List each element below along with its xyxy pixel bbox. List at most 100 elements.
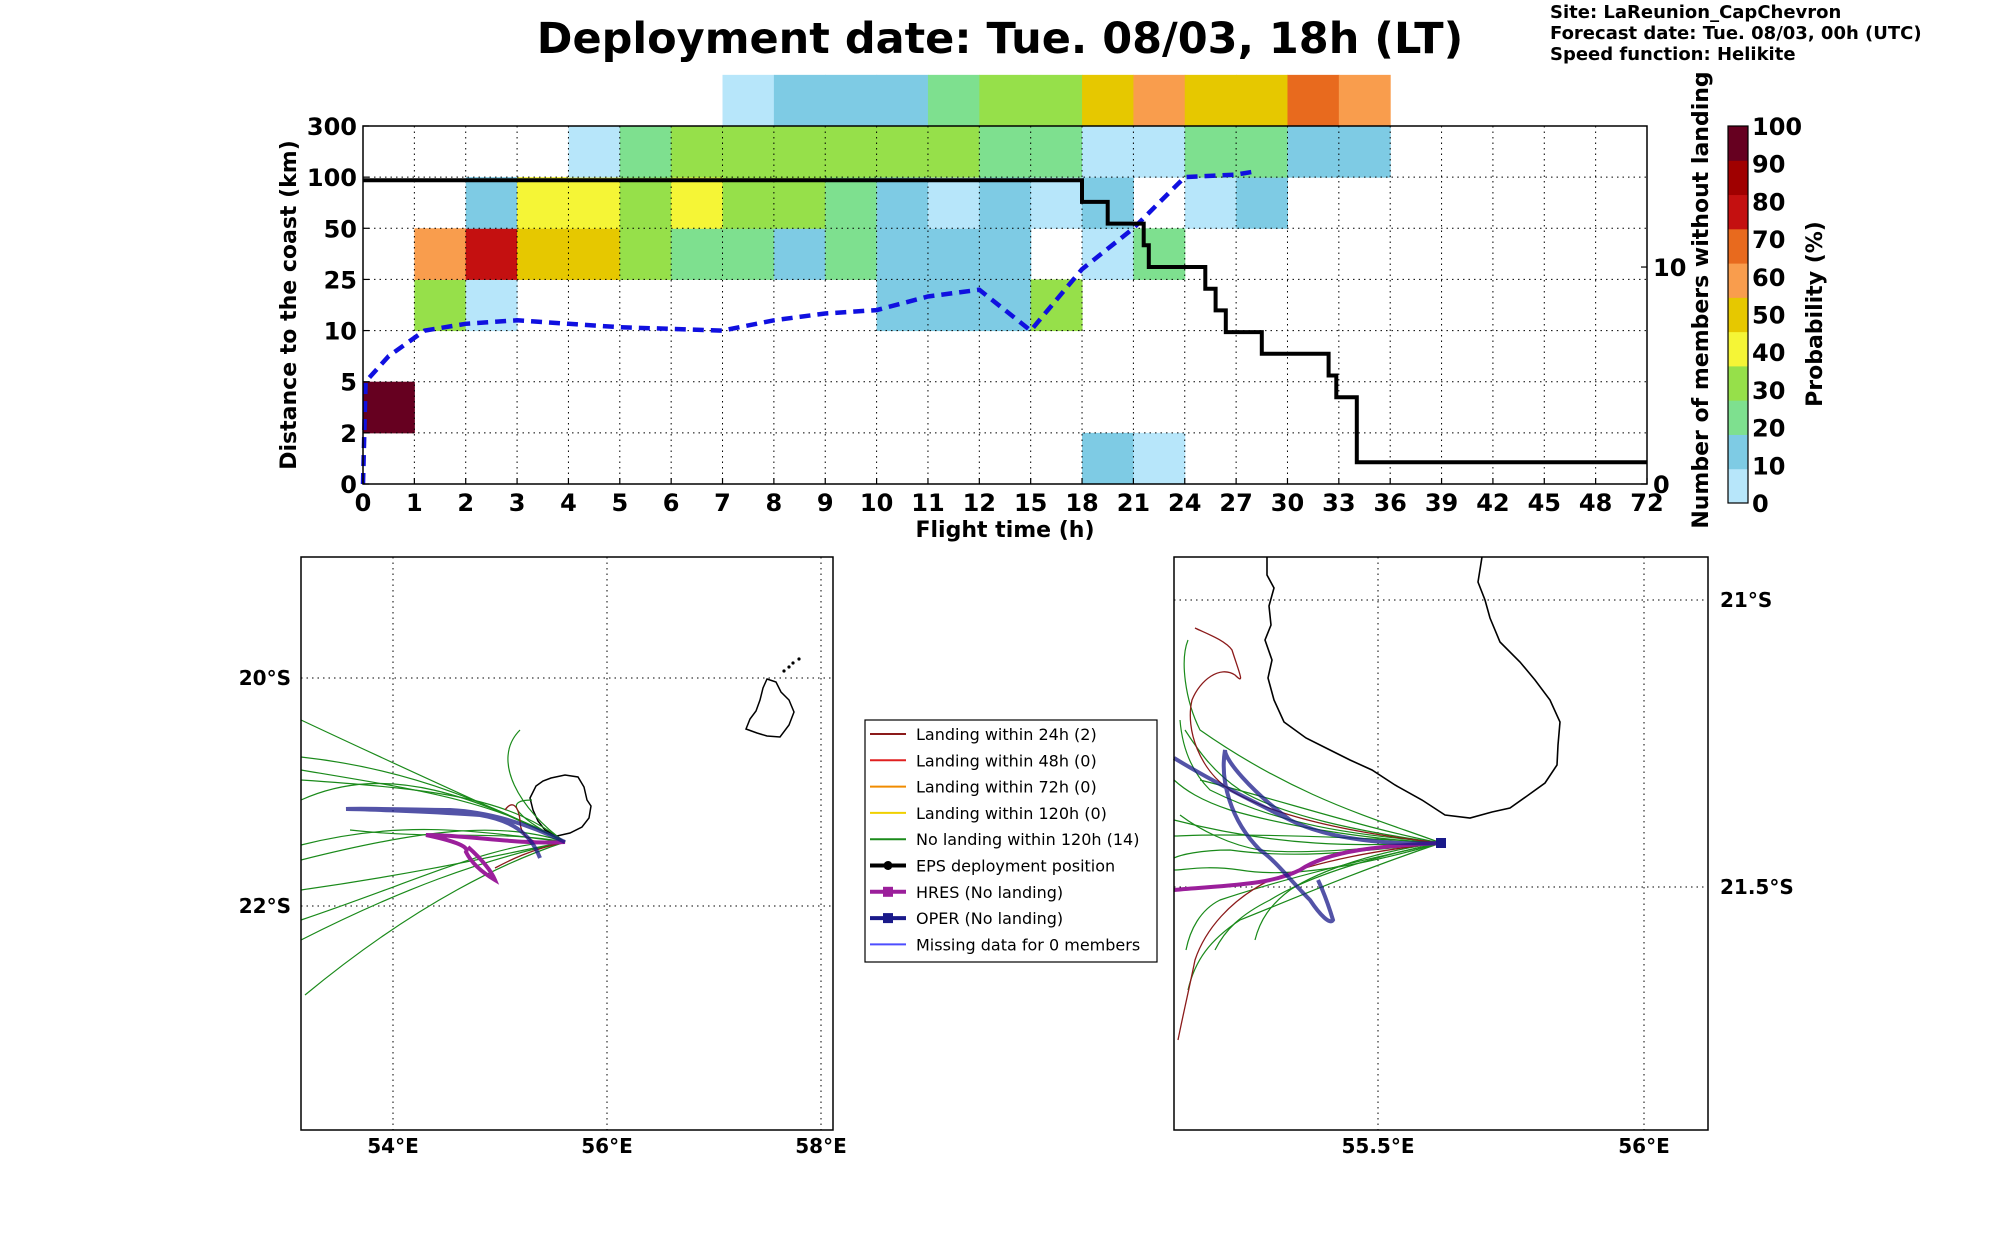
heatmap-cell (979, 126, 1032, 178)
longitude-label: 54°E (367, 1134, 419, 1158)
map-zoom: 55.5°E 56°E 21°S 21.5°S (1172, 556, 1794, 1158)
heatmap-cell (568, 228, 621, 280)
legend-label: Landing within 72h (0) (916, 778, 1097, 797)
heatmap-cell (927, 177, 980, 229)
heatmap-cell (1236, 74, 1288, 127)
heatmap-cell (722, 74, 775, 127)
x-tick-label: 45 (1528, 489, 1561, 517)
heatmap-cell (876, 74, 929, 127)
heatmap-cell (773, 177, 826, 229)
legend-label: HRES (No landing) (916, 883, 1063, 902)
x-tick-label: 39 (1425, 489, 1458, 517)
heatmap-cell (927, 126, 980, 178)
map-legend: Landing within 24h (2) Landing within 48h… (864, 719, 1158, 963)
islet (782, 669, 786, 673)
trajectory-no-landing (300, 841, 566, 891)
median-distance-line (360, 169, 1252, 485)
colorbar-tick-label: 70 (1752, 226, 1785, 254)
colorbar-tick-label: 60 (1752, 264, 1785, 292)
colorbar-tick-label: 40 (1752, 339, 1785, 367)
y2-tick-label: 0 (1653, 471, 1670, 499)
heatmap-cell (1184, 126, 1237, 178)
x-tick-label: 36 (1373, 489, 1406, 517)
forecast-meta: Site: LaReunion_CapChevron Forecast date… (1550, 2, 1922, 65)
coastline-reunion (1264, 556, 1561, 819)
heatmap-cell (517, 228, 569, 280)
map-background (301, 557, 833, 1130)
heatmap-cell (825, 126, 878, 178)
map-overview: 54°E 56°E 58°E 20°S 22°S (239, 556, 847, 1158)
trajectory-no-landing (300, 779, 566, 843)
y-axis-label: Distance to the coast (km) (277, 140, 302, 470)
heatmap-cell (876, 279, 929, 332)
coastline-mauritius (745, 678, 795, 738)
legend-swatch-marker (883, 861, 893, 870)
trajectory-no-landing (1173, 842, 1442, 874)
colorbar-segment (1728, 194, 1748, 230)
heatmap-cell (1184, 177, 1237, 229)
latitude-label: 22°S (239, 894, 291, 918)
y-tick-label: 10 (324, 318, 357, 346)
members-without-landing-line (363, 178, 1647, 465)
colorbar-segment (1728, 468, 1748, 504)
heatmap-cell (1082, 126, 1134, 178)
trajectory-no-landing (507, 729, 566, 843)
trajectory-no-landing (1179, 719, 1442, 844)
y2-tick-label: 10 (1653, 254, 1686, 282)
trajectory-no-landing (1254, 842, 1442, 941)
heatmap-cell (876, 177, 929, 229)
x-tick-label: 10 (860, 489, 893, 517)
x-tick-label: 72 (1630, 489, 1663, 517)
colorbar-segment (1728, 160, 1748, 196)
x-tick-label: 12 (963, 489, 996, 517)
colorbar-tick-label: 90 (1752, 151, 1785, 179)
longitude-label: 56°E (1618, 1134, 1670, 1158)
map-frame (1173, 556, 1709, 1131)
x-tick-label: 1 (406, 489, 423, 517)
colorbar-segment (1728, 434, 1748, 470)
colorbar-segment (1728, 126, 1748, 161)
heatmap-cell (517, 177, 569, 229)
heatmap-cell (773, 126, 826, 178)
heatmap-cell (722, 177, 775, 229)
heatmap-cell (1030, 74, 1083, 127)
islet (797, 657, 801, 661)
trajectory-hres (1173, 841, 1442, 892)
colorbar-segment (1728, 297, 1748, 333)
heatmap-cell (671, 126, 724, 178)
y-tick-label: 2 (340, 420, 357, 448)
colorbar-tick-label: 80 (1752, 188, 1785, 216)
heatmap-cell (773, 74, 826, 127)
heatmap-cell (1184, 74, 1237, 127)
heatmap-cell (568, 126, 621, 178)
forecast-date-label: Forecast date: Tue. 08/03, 00h (UTC) (1550, 23, 1922, 44)
site-label: Site: LaReunion_CapChevron (1550, 2, 1842, 23)
heatmap-cell (465, 279, 518, 332)
latitude-label: 20°S (239, 666, 291, 690)
heatmap-cell (876, 228, 929, 280)
colorbar-tick-label: 50 (1752, 302, 1785, 330)
heatmap-cell (722, 228, 775, 280)
trajectory-hres (425, 833, 566, 885)
map-frame (300, 556, 834, 1131)
trajectory-oper (1172, 749, 1442, 924)
heatmap-cell (1338, 126, 1391, 178)
heatmap-cell (1133, 126, 1186, 178)
x-tick-label: 3 (509, 489, 526, 517)
colorbar-segment (1728, 228, 1748, 264)
heatmap-cell (979, 228, 1032, 280)
y-tick-label: 25 (324, 266, 357, 294)
heatmap-cell (773, 228, 826, 280)
trajectory-no-landing (1184, 729, 1442, 844)
heatmap-cell (671, 177, 724, 229)
y2-axis-label: Number of members without landing (1689, 71, 1714, 528)
colorbar-segment (1728, 263, 1748, 298)
heatmap-cell (1030, 177, 1083, 229)
y-tick-label: 0 (340, 471, 357, 499)
heatmap-cell (1236, 126, 1288, 178)
heatmap-cell (927, 279, 980, 332)
colorbar-tick-label: 100 (1752, 113, 1802, 141)
heatmap-cell (465, 177, 518, 229)
y-tick-label: 100 (307, 164, 357, 192)
trajectory-landing-24h (1177, 842, 1442, 1041)
